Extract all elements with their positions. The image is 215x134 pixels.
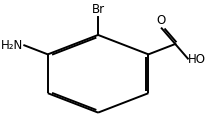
Text: Br: Br (92, 3, 105, 16)
Text: H₂N: H₂N (1, 39, 23, 52)
Text: HO: HO (188, 53, 206, 66)
Text: O: O (157, 14, 166, 27)
